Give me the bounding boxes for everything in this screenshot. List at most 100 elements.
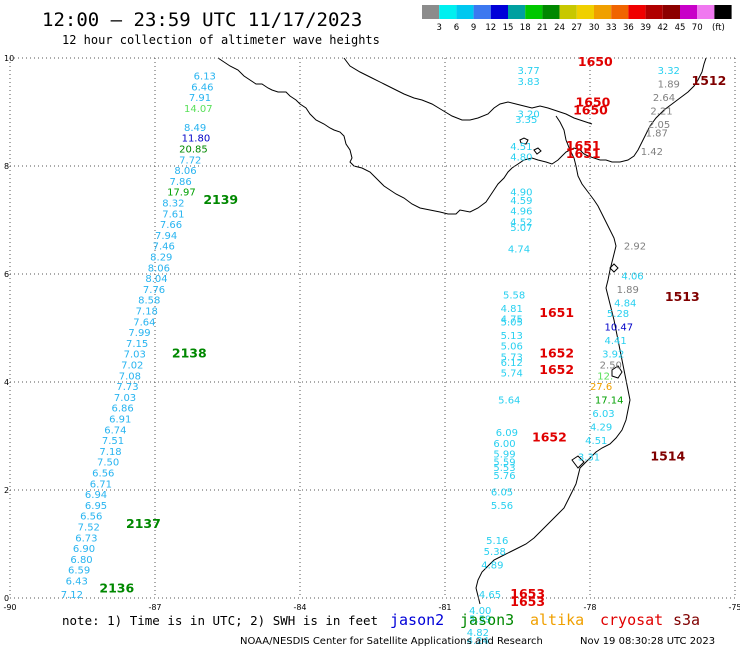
wave-height-value: 5.05 <box>501 317 523 328</box>
colorbar-tick-label: 21 <box>537 23 548 33</box>
wave-height-value: 17.14 <box>595 396 624 407</box>
wave-height-value: 5.58 <box>503 290 525 301</box>
wave-height-value: 4.84 <box>614 298 636 309</box>
wave-height-value: 5.53 <box>493 463 515 474</box>
wave-height-value: 4.59 <box>510 196 532 207</box>
wave-height-value: 6.13 <box>194 72 216 83</box>
wave-height-value: 7.76 <box>143 285 165 296</box>
timestamp-text: Nov 19 08:30:28 UTC 2023 <box>580 636 715 647</box>
wave-height-value: 4.82 <box>467 628 489 639</box>
wave-height-value: 3.20 <box>518 109 540 120</box>
wave-height-value: 6.71 <box>90 479 112 490</box>
y-axis-ticks: 0 2 4 6 8 10 <box>4 54 14 603</box>
wave-height-value: 8.04 <box>145 274 167 285</box>
wave-height-value: 5.59 <box>469 614 491 625</box>
wave-height-value: 2.64 <box>653 93 675 104</box>
colorbar-tick-label: 33 <box>606 23 617 33</box>
wave-height-value: 6.56 <box>80 512 102 523</box>
pass-number-label: 1651 <box>566 138 601 153</box>
pass-number-label: 1653 <box>510 594 545 609</box>
chart-subtitle: 12 hour collection of altimeter wave hei… <box>62 33 380 47</box>
satellite-legend-altika: altika <box>530 611 584 629</box>
wave-height-value: 10.47 <box>605 323 634 334</box>
wave-height-value: 6.05 <box>491 487 513 498</box>
wave-height-value: 4.65 <box>479 590 501 601</box>
wave-height-value: 6.03 <box>592 409 614 420</box>
wave-height-value: 20.85 <box>179 145 208 156</box>
wave-height-value: 6.90 <box>73 544 95 555</box>
wave-height-value: 4.74 <box>508 244 530 255</box>
wave-height-value: 6.80 <box>70 555 92 566</box>
pass-number-label: 1652 <box>539 362 574 377</box>
colorbar-unit-label: (ft) <box>712 23 725 33</box>
wave-height-value: 4.24 <box>467 636 489 647</box>
pass-number-label: 2138 <box>172 346 207 361</box>
wave-height-value: 3.32 <box>658 66 680 77</box>
wave-height-value: 5.38 <box>484 547 506 558</box>
wave-height-value: 2.50 <box>600 361 622 372</box>
wave-height-value: 4.89 <box>481 560 503 571</box>
pass-number-label: 1653 <box>510 586 545 601</box>
wave-height-value: 2.05 <box>648 120 670 131</box>
wave-height-value: 7.18 <box>136 307 158 318</box>
wave-height-value: 7.51 <box>102 436 124 447</box>
colorbar-swatch <box>508 5 526 19</box>
colorbar-swatch <box>473 5 491 19</box>
wave-height-value: 4.29 <box>590 423 612 434</box>
wave-height-value: 7.94 <box>155 231 177 242</box>
colorbar-swatch <box>542 5 560 19</box>
wave-height-value: 1.89 <box>658 80 680 91</box>
wave-height-value: 4.51 <box>510 142 532 153</box>
satellite-legend: jason2 jason3 altika cryosat s3a <box>390 611 700 629</box>
wave-height-value: 5.59 <box>493 458 515 469</box>
colorbar-swatch <box>662 5 680 19</box>
wave-height-value: 6.46 <box>191 82 213 93</box>
wave-height-value: 7.73 <box>116 382 138 393</box>
wave-height-value: 6.59 <box>68 566 90 577</box>
wave-height-value: 4.90 <box>510 188 532 199</box>
wave-height-value: 1.87 <box>646 128 668 139</box>
wave-height-value: 7.72 <box>179 155 201 166</box>
pass-number-label: 1514 <box>650 448 685 463</box>
wave-height-value: 7.03 <box>124 350 146 361</box>
wave-height-value: 5.07 <box>510 223 532 234</box>
pass-number-label: 1513 <box>665 289 700 304</box>
wave-height-value: 8.29 <box>150 253 172 264</box>
wave-height-value: 4.52 <box>510 217 532 228</box>
satellite-legend-jason3: jason3 <box>460 611 514 629</box>
colorbar-tick-label: 39 <box>640 23 651 33</box>
wave-height-value: 5.73 <box>501 352 523 363</box>
colorbar-tick-label: 6 <box>454 23 459 33</box>
x-axis-ticks: -90 -87 -84 -81 -78 -75 <box>3 603 740 612</box>
wave-height-value: 3.35 <box>515 115 537 126</box>
wave-height-value: 7.64 <box>133 317 155 328</box>
wave-height-value: 4.80 <box>510 153 532 164</box>
pass-number-label: 1651 <box>566 146 601 161</box>
x-tick-label: -81 <box>438 603 451 612</box>
pass-number-label: 1651 <box>539 305 574 320</box>
wave-height-value: 7.46 <box>153 242 175 253</box>
wave-height-value: 5.06 <box>501 342 523 353</box>
wave-height-value: 4.81 <box>501 304 523 315</box>
colorbar-swatch <box>422 5 440 19</box>
y-tick-label: 4 <box>4 378 9 387</box>
colorbar-tick-label: 15 <box>503 23 514 33</box>
wave-height-value: 27.6 <box>590 382 612 393</box>
color-scale-legend: 3 6 9 12 15 18 21 24 27 30 33 36 39 42 45 70 <box>422 5 732 33</box>
credit-text: NOAA/NESDIS Center for Satellite Applica… <box>240 636 543 647</box>
colorbar-tick-label: 30 <box>589 23 600 33</box>
wave-height-value: 7.15 <box>126 339 148 350</box>
coastline-map <box>217 57 707 605</box>
colorbar-swatch <box>628 5 646 19</box>
wave-height-value: 6.95 <box>85 501 107 512</box>
colorbar-tick-label: 9 <box>471 23 476 33</box>
pass-number-label: 1652 <box>532 429 567 444</box>
wave-height-value: 6.09 <box>496 428 518 439</box>
x-tick-label: -87 <box>148 603 161 612</box>
wave-height-value: 5.28 <box>607 309 629 320</box>
colorbar-swatch <box>680 5 698 19</box>
y-tick-label: 8 <box>4 162 9 171</box>
satellite-legend-s3a: s3a <box>673 611 700 629</box>
wave-height-value: 3.77 <box>518 66 540 77</box>
wave-height-value: 3.31 <box>578 452 600 463</box>
